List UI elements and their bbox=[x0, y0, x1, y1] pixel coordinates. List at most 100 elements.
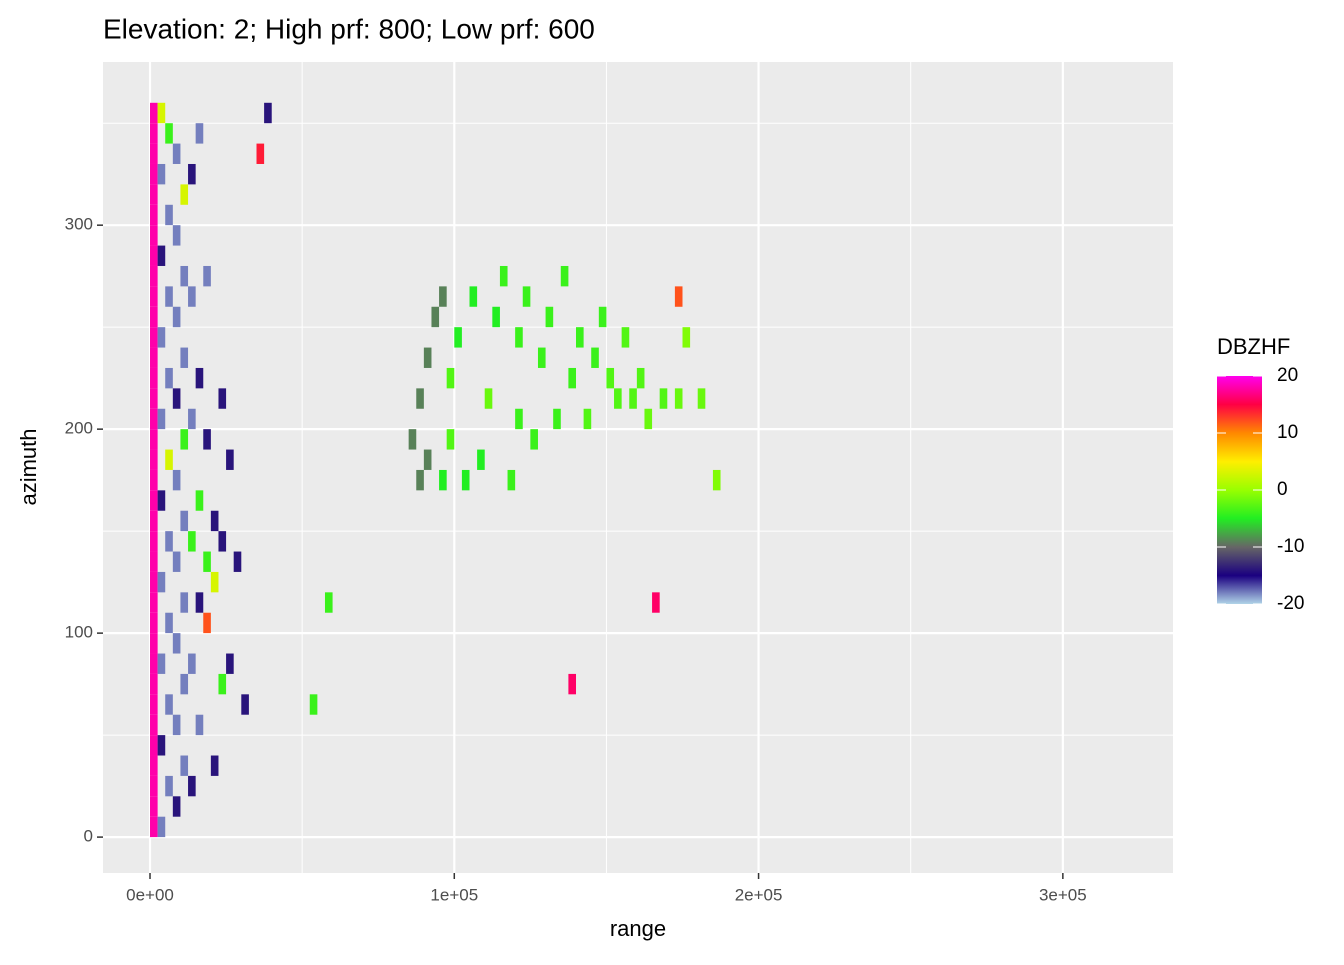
cell bbox=[150, 265, 158, 287]
cell bbox=[431, 306, 440, 328]
cell bbox=[195, 123, 204, 144]
cell bbox=[172, 469, 181, 491]
cell bbox=[568, 367, 577, 389]
cell bbox=[172, 388, 181, 409]
cell bbox=[180, 755, 189, 776]
cell bbox=[598, 306, 607, 328]
x-tick-label: 2e+05 bbox=[735, 885, 783, 904]
cell bbox=[408, 429, 417, 450]
cell bbox=[218, 388, 227, 409]
cell bbox=[636, 367, 645, 389]
cell bbox=[150, 388, 158, 409]
cell bbox=[150, 755, 158, 776]
cell bbox=[150, 102, 158, 124]
cell bbox=[150, 796, 158, 817]
cell bbox=[553, 408, 561, 430]
colorbar-label: 20 bbox=[1277, 365, 1298, 386]
cell bbox=[576, 327, 584, 348]
cell bbox=[515, 327, 523, 348]
cell bbox=[469, 286, 478, 307]
cell bbox=[150, 673, 158, 695]
cell bbox=[461, 469, 470, 491]
cell bbox=[180, 347, 189, 368]
cell bbox=[157, 571, 166, 593]
cell bbox=[157, 735, 166, 756]
cell bbox=[439, 469, 447, 491]
cell bbox=[416, 388, 424, 409]
cell bbox=[659, 388, 668, 409]
cell bbox=[150, 408, 158, 430]
cell bbox=[188, 531, 196, 552]
cell bbox=[150, 490, 158, 511]
cell bbox=[150, 469, 158, 491]
cell bbox=[165, 775, 173, 797]
cell bbox=[507, 469, 516, 491]
cell bbox=[188, 163, 196, 185]
cell bbox=[172, 633, 181, 654]
cell bbox=[150, 551, 158, 572]
cell bbox=[712, 469, 721, 491]
legend-title: DBZHF bbox=[1217, 334, 1290, 359]
cell bbox=[180, 510, 189, 532]
cell bbox=[560, 265, 569, 287]
y-tick-label: 300 bbox=[65, 215, 93, 234]
cell bbox=[226, 449, 234, 470]
colorbar-label: -10 bbox=[1277, 536, 1304, 557]
cell bbox=[674, 286, 683, 307]
cell bbox=[150, 775, 158, 797]
y-tick-label: 200 bbox=[65, 419, 93, 438]
cell bbox=[477, 449, 485, 470]
cell bbox=[188, 653, 196, 674]
cell bbox=[180, 429, 189, 450]
cell bbox=[150, 123, 158, 144]
cell bbox=[446, 429, 455, 450]
cell bbox=[150, 612, 158, 634]
cell bbox=[454, 327, 462, 348]
cell bbox=[697, 388, 706, 409]
cell bbox=[150, 694, 158, 715]
cell bbox=[150, 429, 158, 450]
cell bbox=[157, 245, 166, 266]
cell bbox=[150, 531, 158, 552]
cell bbox=[233, 551, 242, 572]
cell bbox=[165, 204, 173, 226]
cell bbox=[157, 816, 166, 838]
cell bbox=[157, 408, 166, 430]
cell bbox=[515, 408, 523, 430]
cell bbox=[150, 184, 158, 205]
cell bbox=[545, 306, 554, 328]
cell bbox=[439, 286, 447, 307]
cell bbox=[256, 143, 265, 164]
cell bbox=[446, 367, 455, 389]
cell bbox=[210, 755, 219, 776]
cell bbox=[499, 265, 508, 287]
cell bbox=[264, 102, 272, 124]
cell bbox=[157, 102, 166, 124]
cell bbox=[226, 653, 234, 674]
cell bbox=[150, 816, 158, 838]
plot-panel bbox=[103, 62, 1173, 873]
cell bbox=[203, 551, 211, 572]
cell bbox=[150, 571, 158, 593]
cell bbox=[195, 592, 204, 613]
cell bbox=[644, 408, 653, 430]
colorbar-label: 10 bbox=[1277, 422, 1298, 443]
cell bbox=[165, 367, 173, 389]
cell bbox=[241, 694, 249, 715]
cell bbox=[537, 347, 546, 368]
cell bbox=[674, 388, 683, 409]
cell bbox=[172, 143, 181, 164]
cell bbox=[309, 694, 318, 715]
cell bbox=[172, 225, 181, 246]
cell bbox=[150, 225, 158, 246]
cell bbox=[591, 347, 599, 368]
cell bbox=[150, 592, 158, 613]
cell bbox=[195, 714, 204, 736]
cell bbox=[165, 694, 173, 715]
cell bbox=[165, 449, 173, 470]
cell bbox=[218, 673, 227, 695]
cell bbox=[203, 265, 211, 287]
y-tick-label: 100 bbox=[65, 623, 93, 642]
x-axis-title: range bbox=[610, 916, 666, 941]
